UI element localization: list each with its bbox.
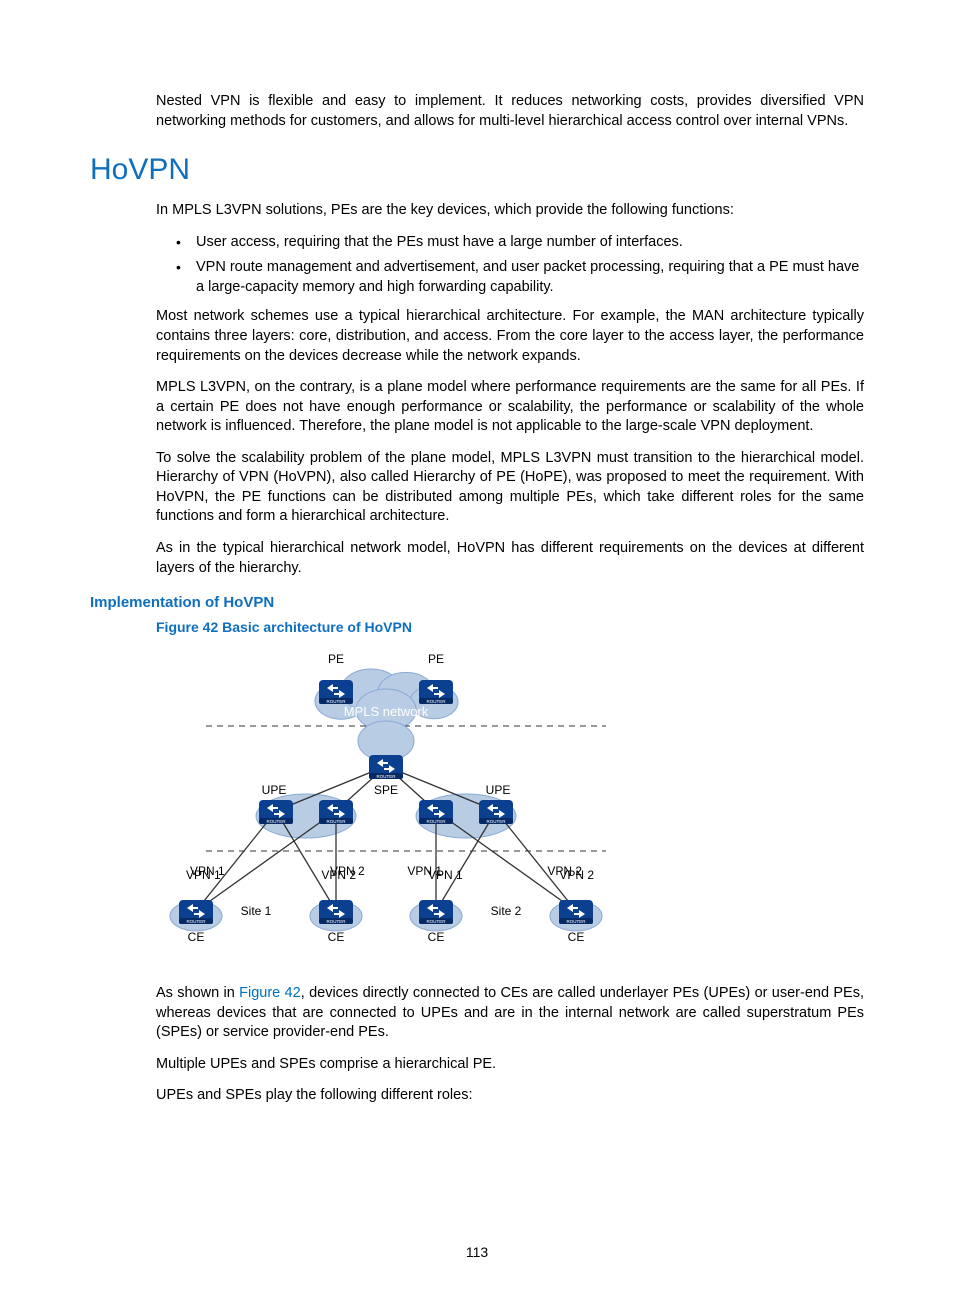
body-paragraph: MPLS L3VPN, on the contrary, is a plane …: [156, 378, 864, 437]
svg-text:ROUTER: ROUTER: [327, 819, 347, 824]
svg-text:ROUTER: ROUTER: [377, 774, 397, 779]
svg-text:MPLS network: MPLS network: [344, 704, 429, 719]
svg-text:ROUTER: ROUTER: [487, 819, 507, 824]
svg-text:CE: CE: [428, 930, 445, 944]
svg-text:ROUTER: ROUTER: [427, 699, 447, 704]
figure-diagram: ROUTERROUTERPEPEMPLS networkROUTERSPEROU…: [156, 641, 864, 966]
intro-paragraph: Nested VPN is flexible and easy to imple…: [156, 92, 864, 131]
intro-block: Nested VPN is flexible and easy to imple…: [156, 92, 864, 131]
bullet-item: VPN route management and advertisement, …: [156, 258, 864, 297]
page-number: 113: [0, 1244, 954, 1260]
main-content: In MPLS L3VPN solutions, PEs are the key…: [156, 201, 864, 578]
svg-text:ROUTER: ROUTER: [327, 919, 347, 924]
after-figure-paragraph: As shown in Figure 42, devices directly …: [156, 984, 864, 1043]
svg-text:ROUTER: ROUTER: [267, 819, 287, 824]
body-paragraph: Multiple UPEs and SPEs comprise a hierar…: [156, 1055, 864, 1075]
after-figure-block: As shown in Figure 42, devices directly …: [156, 984, 864, 1106]
svg-text:Site 2: Site 2: [491, 904, 522, 918]
svg-text:PE: PE: [428, 652, 444, 666]
svg-text:CE: CE: [188, 930, 205, 944]
text-prefix: As shown in: [156, 985, 239, 1001]
svg-text:SPE: SPE: [374, 783, 398, 797]
svg-text:ROUTER: ROUTER: [427, 819, 447, 824]
svg-text:VPN 1: VPN 1: [186, 868, 221, 882]
document-page: Nested VPN is flexible and easy to imple…: [0, 0, 954, 1296]
bullet-item: User access, requiring that the PEs must…: [156, 233, 864, 253]
body-paragraph: As in the typical hierarchical network m…: [156, 539, 864, 578]
svg-text:VPN 2: VPN 2: [559, 868, 594, 882]
figure-reference-link[interactable]: Figure 42: [239, 985, 301, 1001]
body-paragraph: UPEs and SPEs play the following differe…: [156, 1086, 864, 1106]
svg-text:ROUTER: ROUTER: [567, 919, 587, 924]
svg-text:ROUTER: ROUTER: [427, 919, 447, 924]
body-paragraph: To solve the scalability problem of the …: [156, 449, 864, 527]
svg-text:CE: CE: [568, 930, 585, 944]
subsection-heading: Implementation of HoVPN: [90, 594, 864, 611]
svg-text:VPN 1: VPN 1: [428, 868, 463, 882]
svg-text:CE: CE: [328, 930, 345, 944]
svg-text:ROUTER: ROUTER: [187, 919, 207, 924]
svg-text:PE: PE: [328, 652, 344, 666]
bullet-list: User access, requiring that the PEs must…: [156, 233, 864, 298]
section-heading: HoVPN: [90, 153, 864, 187]
svg-text:VPN 2: VPN 2: [321, 868, 356, 882]
svg-text:UPE: UPE: [486, 783, 511, 797]
figure-caption: Figure 42 Basic architecture of HoVPN: [156, 619, 864, 635]
svg-text:UPE: UPE: [262, 783, 287, 797]
hovpn-network-diagram: ROUTERROUTERPEPEMPLS networkROUTERSPEROU…: [156, 641, 616, 961]
svg-text:Site 1: Site 1: [241, 904, 272, 918]
body-paragraph: Most network schemes use a typical hiera…: [156, 307, 864, 366]
lead-paragraph: In MPLS L3VPN solutions, PEs are the key…: [156, 201, 864, 221]
